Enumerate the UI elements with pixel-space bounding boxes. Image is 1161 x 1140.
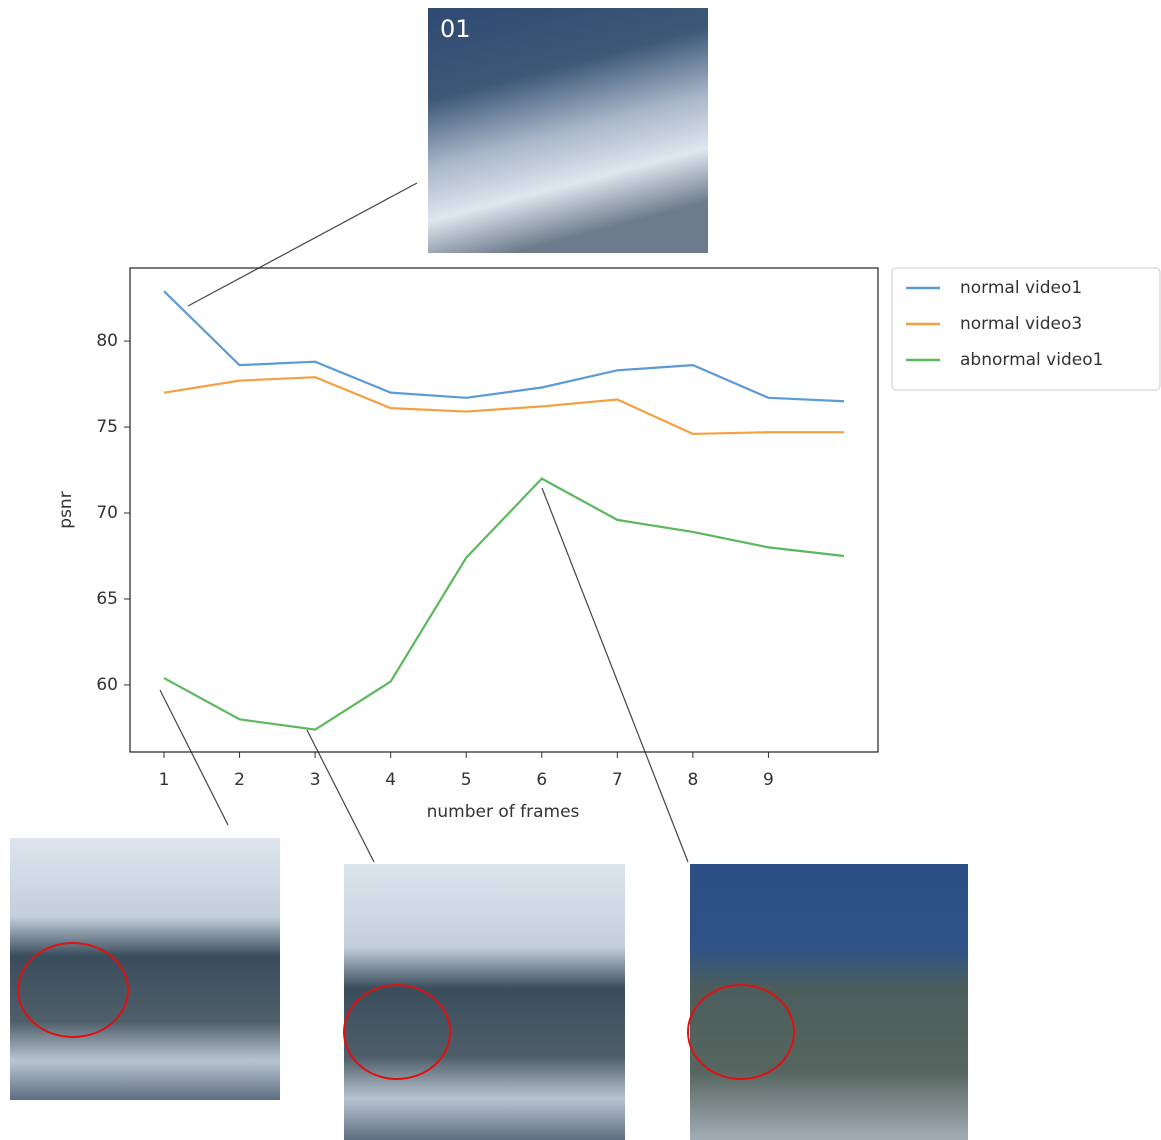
y-tick-label: 70 — [96, 503, 118, 523]
data-line — [164, 479, 844, 730]
satellite-image — [344, 864, 625, 1140]
satellite-image — [690, 864, 968, 1140]
x-tick-label: 4 — [385, 770, 396, 790]
x-tick-label: 7 — [612, 770, 623, 790]
y-tick-label: 65 — [96, 589, 118, 609]
x-tick-label: 2 — [234, 770, 245, 790]
connector — [160, 690, 228, 825]
legend-label: normal video3 — [960, 314, 1082, 334]
connector — [307, 730, 374, 862]
x-tick-label: 9 — [763, 770, 774, 790]
y-tick-label: 80 — [96, 331, 118, 351]
x-tick-label: 5 — [461, 770, 472, 790]
data-line — [164, 291, 844, 401]
figure: 01 number of frames psnr 60 65 70 75 80 1 2 3 4 5… — [0, 0, 1161, 1140]
legend-label: normal video1 — [960, 278, 1082, 298]
x-tick-label: 8 — [687, 770, 698, 790]
image-label: 01 — [440, 15, 471, 43]
x-tick-label: 3 — [310, 770, 321, 790]
x-tick-label: 1 — [159, 770, 170, 790]
connectors — [160, 183, 688, 862]
plot-frame — [130, 268, 878, 752]
y-tick-label: 60 — [96, 675, 118, 695]
satellite-image — [10, 838, 280, 1100]
legend-label: abnormal video1 — [960, 350, 1103, 370]
x-axis-label: number of frames — [427, 802, 580, 822]
inset-images: 01 — [10, 8, 968, 1140]
x-tick-label: 6 — [536, 770, 547, 790]
satellite-image — [428, 8, 708, 253]
y-axis-label: psnr — [56, 491, 76, 528]
y-tick-label: 75 — [96, 417, 118, 437]
connector — [188, 183, 417, 306]
